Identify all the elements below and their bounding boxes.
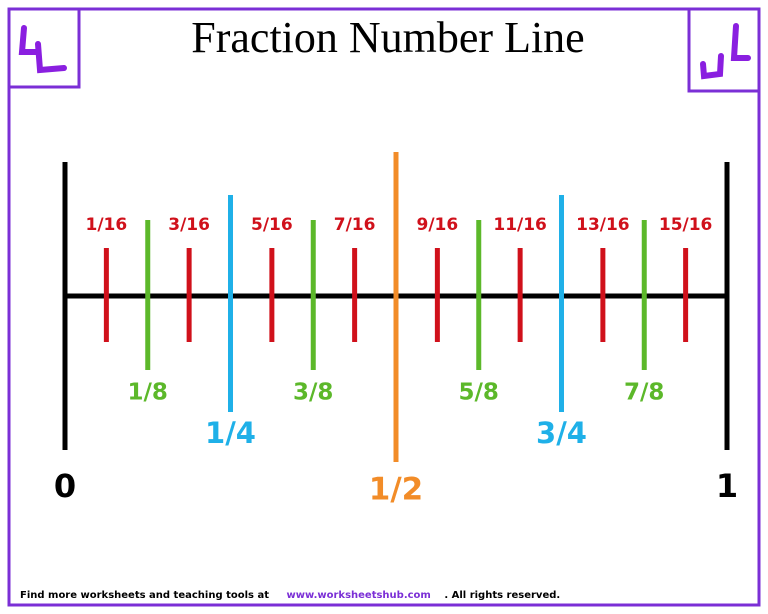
halves-label: 1/2 bbox=[369, 472, 423, 508]
quarters-label: 1/4 bbox=[205, 416, 256, 450]
eighths-label: 7/8 bbox=[624, 380, 664, 406]
quarters-label: 3/4 bbox=[536, 416, 587, 450]
sixteenths-label: 5/16 bbox=[251, 215, 293, 235]
corner-logo bbox=[700, 23, 751, 80]
footer: Find more worksheets and teaching tools … bbox=[20, 590, 560, 601]
sixteenths-label: 11/16 bbox=[493, 215, 547, 235]
corner-logo bbox=[18, 25, 67, 74]
footer-text: Find more worksheets and teaching tools … bbox=[20, 590, 269, 601]
sixteenths-label: 15/16 bbox=[659, 215, 713, 235]
corner-box bbox=[687, 7, 761, 93]
frame bbox=[7, 7, 761, 607]
sixteenths-label: 7/16 bbox=[334, 215, 376, 235]
endpoints-label: 1 bbox=[716, 467, 738, 505]
endpoints-label: 0 bbox=[54, 467, 76, 505]
title: Fraction Number Line bbox=[191, 13, 584, 62]
sixteenths-label: 9/16 bbox=[417, 215, 459, 235]
footer-rights: . All rights reserved. bbox=[444, 590, 560, 601]
eighths-label: 1/8 bbox=[128, 380, 168, 406]
sixteenths-label: 13/16 bbox=[576, 215, 630, 235]
footer-link[interactable]: www.worksheetshub.com bbox=[287, 590, 431, 601]
sixteenths-label: 3/16 bbox=[168, 215, 210, 235]
sixteenths-label: 1/16 bbox=[86, 215, 128, 235]
eighths-label: 5/8 bbox=[459, 380, 499, 406]
eighths-label: 3/8 bbox=[293, 380, 333, 406]
